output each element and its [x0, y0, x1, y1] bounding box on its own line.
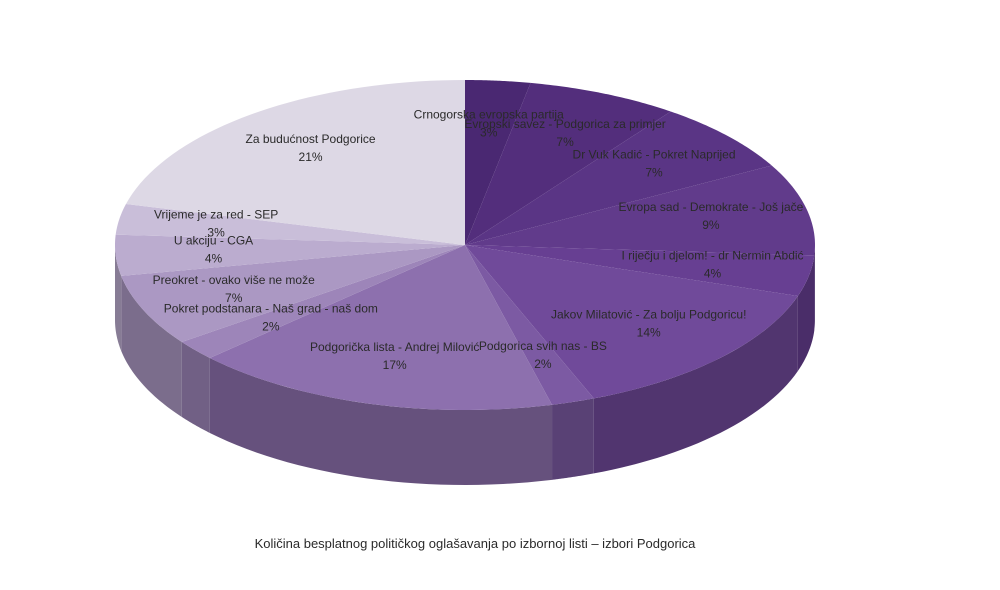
slice-side: [814, 245, 815, 331]
slice-value-label: 7%: [556, 135, 574, 149]
slice-value-label: 21%: [299, 150, 323, 164]
slice-side: [797, 255, 815, 371]
slice-value-label: 17%: [383, 358, 407, 372]
slice: [181, 245, 465, 358]
slice-label: Pokret podstanara - Naš grad - naš dom: [164, 302, 378, 316]
slice: [121, 245, 465, 342]
slice-label: Vrijeme je za red - SEP: [154, 207, 278, 221]
slice-label: Crnogorska evropska partija: [414, 108, 564, 122]
slice-value-label: 9%: [702, 218, 720, 232]
slice-label: I riječju i djelom! - dr Nermin Abdić: [622, 248, 804, 262]
slice-label: U akciju - CGA: [174, 233, 253, 247]
slice: [465, 245, 815, 296]
slice: [115, 234, 465, 276]
slice-value-label: 7%: [225, 291, 243, 305]
slice: [465, 80, 531, 245]
slice-value-label: 4%: [205, 251, 223, 265]
slice-side: [593, 295, 798, 474]
slice: [465, 245, 798, 399]
slice-side: [121, 275, 182, 417]
slice-label: Dr Vuk Kadić - Pokret Naprijed: [573, 147, 736, 161]
chart-title: Količina besplatnog političkog oglašavan…: [255, 536, 697, 551]
slice-value-label: 3%: [480, 126, 498, 140]
slice-label: Za budućnost Podgorice: [246, 132, 376, 146]
slice-side: [115, 245, 122, 351]
slice-value-label: 14%: [637, 325, 661, 339]
slice-label: Jakov Milatović - Za bolju Podgoricu!: [551, 307, 746, 321]
slice: [465, 245, 594, 405]
slice-value-label: 2%: [262, 320, 280, 334]
slice: [465, 165, 815, 256]
slice-value-label: 3%: [207, 225, 225, 239]
slice-label: Podgorička lista - Andrej Milović: [310, 340, 479, 354]
slice: [115, 203, 465, 245]
slice: [465, 82, 671, 245]
slice-side: [552, 398, 594, 480]
slice-label: Podgorica svih nas - BS: [479, 339, 607, 353]
slice: [465, 111, 772, 245]
slice: [209, 245, 553, 410]
slice-value-label: 4%: [704, 266, 722, 280]
slice: [125, 80, 465, 245]
slice-label: Evropski savez - Podgorica za primjer: [464, 117, 665, 131]
slice-label: Preokret - ovako više ne može: [153, 273, 315, 287]
slice-value-label: 2%: [534, 357, 552, 371]
slice-side: [181, 341, 210, 433]
slice-side: [209, 357, 553, 485]
slice-label: Evropa sad - Demokrate - Još jače: [619, 200, 804, 214]
slice-value-label: 7%: [645, 165, 663, 179]
